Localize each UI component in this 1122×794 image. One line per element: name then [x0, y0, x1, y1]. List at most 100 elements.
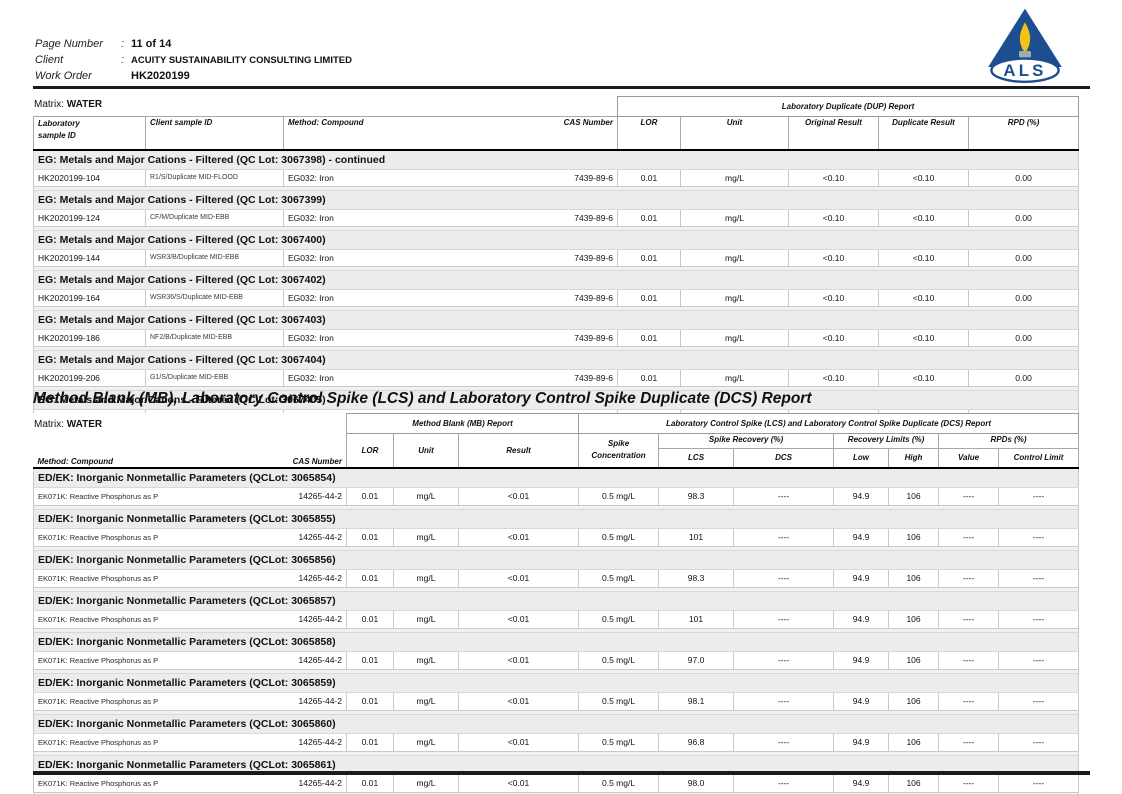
- row-gap-cell: [32, 546, 1080, 550]
- spike-conc-line2: Concentration: [591, 451, 646, 461]
- cell-original-result: <0.10: [788, 248, 879, 267]
- cell-unit: mg/L: [680, 168, 789, 187]
- mb-lcs-subgroup-row: LOR Unit Result Spike Concentration Spik…: [34, 433, 1080, 469]
- logo-burner-icon: [1019, 51, 1031, 58]
- matrix-value: WATER: [66, 99, 103, 110]
- cell-rpd-control-limit: ----: [998, 691, 1080, 711]
- qc-section-title: ED/EK: Inorganic Nonmetallic Parameters …: [32, 590, 1080, 611]
- row-gap: [32, 751, 1080, 755]
- cell-result: <0.01: [457, 732, 580, 752]
- cell-recovery-high: 106: [888, 486, 940, 506]
- cell-result: <0.01: [457, 527, 580, 547]
- col-header-high: High: [888, 448, 940, 469]
- cell-recovery-high: 106: [888, 527, 940, 547]
- cell-recovery-high: 106: [888, 732, 940, 752]
- col-header-lor: LOR: [346, 433, 394, 469]
- cell-lab-sample-id: HK2020199-186: [33, 328, 146, 347]
- cell-lor: 0.01: [346, 609, 394, 629]
- qc-section-row: EG: Metals and Major Cations - Filtered …: [32, 189, 1080, 210]
- cell-client-sample-id: CF/M/Duplicate MID-EBB: [145, 208, 284, 227]
- cell-rpd-control-limit: ----: [998, 732, 1080, 752]
- cell-lcs-recovery: 97.0: [658, 650, 735, 670]
- qc-section-title: EG: Metals and Major Cations - Filtered …: [32, 149, 1080, 170]
- cell-client-sample-id: G1/S/Duplicate MID-EBB: [145, 368, 284, 387]
- cell-spike-concentration: 0.5 mg/L: [578, 732, 660, 752]
- table-row: EK071K: Reactive Phosphorus as P 14265-44…: [33, 732, 1080, 752]
- row-gap: [32, 628, 1080, 632]
- qc-section-title: ED/EK: Inorganic Nonmetallic Parameters …: [32, 467, 1080, 488]
- qc-section-row: EG: Metals and Major Cations - Filtered …: [32, 149, 1080, 170]
- cell-method-compound: EK071K: Reactive Phosphorus as P: [33, 773, 264, 793]
- cell-duplicate-result: <0.10: [878, 168, 969, 187]
- cell-cas-number: 14265-44-2: [263, 650, 347, 670]
- cell-original-result: <0.10: [788, 368, 879, 387]
- mb-lcs-column-header-row: LCS DCS Low High Value Control Limit: [34, 448, 1080, 469]
- colon: :: [121, 54, 125, 66]
- cell-recovery-low: 94.9: [833, 486, 890, 506]
- qc-section-title: ED/EK: Inorganic Nonmetallic Parameters …: [32, 508, 1080, 529]
- cell-unit: mg/L: [393, 732, 459, 752]
- col-header-rpd: RPD (%): [967, 116, 1080, 151]
- row-gap-cell: [32, 792, 1080, 794]
- qc-section-row: ED/EK: Inorganic Nonmetallic Parameters …: [32, 631, 1080, 652]
- cell-cas-number: 7439-89-6: [543, 248, 618, 267]
- work-order-label: Work Order: [35, 70, 92, 82]
- mb-lcs-group-header-row: Method: Compound CAS Number Method Blank…: [33, 413, 1080, 469]
- cell-result: <0.01: [457, 691, 580, 711]
- matrix-key: Matrix:: [34, 99, 64, 110]
- qc-section-row: ED/EK: Inorganic Nonmetallic Parameters …: [32, 713, 1080, 734]
- cell-rpd-value: ----: [938, 691, 1000, 711]
- qc-section-row: EG: Metals and Major Cations - Filtered …: [32, 349, 1080, 370]
- cell-lor: 0.01: [617, 168, 681, 187]
- qc-section-row: ED/EK: Inorganic Nonmetallic Parameters …: [32, 549, 1080, 570]
- cell-rpd-value: ----: [938, 609, 1000, 629]
- cell-lor: 0.01: [346, 691, 394, 711]
- cell-method-compound: EK071K: Reactive Phosphorus as P: [33, 732, 264, 752]
- row-gap: [32, 266, 1080, 270]
- cell-method-compound: EK071K: Reactive Phosphorus as P: [33, 486, 264, 506]
- cell-cas-number: 14265-44-2: [263, 486, 347, 506]
- mb-group-header: Method Blank (MB) Report: [345, 413, 580, 434]
- table-row: HK2020199-164 WSR36/S/Duplicate MID-EBB EG…: [33, 288, 1080, 307]
- col-header-unit: Unit: [680, 116, 789, 151]
- cell-unit: mg/L: [393, 609, 459, 629]
- cell-rpd-value: ----: [938, 486, 1000, 506]
- mb-lcs-table-body: ED/EK: Inorganic Nonmetallic Parameters …: [32, 467, 1080, 794]
- row-gap-cell: [32, 226, 1080, 230]
- matrix-value: WATER: [66, 419, 103, 430]
- client-field: Client: ACUITY SUSTAINABILITY CONSULTING …: [35, 54, 352, 66]
- col-header-lor: LOR: [617, 116, 681, 151]
- row-gap: [32, 386, 1080, 390]
- cell-spike-concentration: 0.5 mg/L: [578, 773, 660, 793]
- row-gap: [32, 306, 1080, 310]
- cell-recovery-high: 106: [888, 650, 940, 670]
- qc-section-row: EG: Metals and Major Cations - Filtered …: [32, 309, 1080, 330]
- cell-lcs-recovery: 96.8: [658, 732, 735, 752]
- cell-rpd-value: ----: [938, 773, 1000, 793]
- col-header-original-result: Original Result: [788, 116, 879, 151]
- cell-recovery-low: 94.9: [833, 568, 890, 588]
- col-header-cas-number: CAS Number: [543, 116, 618, 151]
- row-gap-cell: [32, 186, 1080, 190]
- table-row: EK071K: Reactive Phosphorus as P 14265-44…: [33, 486, 1080, 506]
- table-row: EK071K: Reactive Phosphorus as P 14265-44…: [33, 691, 1080, 711]
- page-number-field: Page Number:11 of 14: [35, 38, 171, 50]
- cell-method-compound: EK071K: Reactive Phosphorus as P: [33, 691, 264, 711]
- col-header-cas-number: CAS Number: [263, 413, 347, 469]
- cell-cas-number: 7439-89-6: [543, 368, 618, 387]
- cell-dcs-recovery: ----: [733, 486, 835, 506]
- cell-result: <0.01: [457, 609, 580, 629]
- subgroup-recovery-limits: Recovery Limits (%): [833, 433, 940, 449]
- cell-lab-sample-id: HK2020199-124: [33, 208, 146, 227]
- cell-recovery-low: 94.9: [833, 732, 890, 752]
- cell-cas-number: 7439-89-6: [543, 288, 618, 307]
- table-row: EK071K: Reactive Phosphorus as P 14265-44…: [33, 773, 1080, 793]
- cell-unit: mg/L: [680, 208, 789, 227]
- matrix-label-2: Matrix: WATER: [34, 419, 102, 430]
- table-row: EK071K: Reactive Phosphorus as P 14265-44…: [33, 568, 1080, 588]
- cell-cas-number: 14265-44-2: [263, 568, 347, 588]
- table-row: HK2020199-104 R1/S/Duplicate MID-FLOOD EG0…: [33, 168, 1080, 187]
- page-number-label: Page Number: [35, 38, 103, 50]
- qc-section-title: ED/EK: Inorganic Nonmetallic Parameters …: [32, 754, 1080, 775]
